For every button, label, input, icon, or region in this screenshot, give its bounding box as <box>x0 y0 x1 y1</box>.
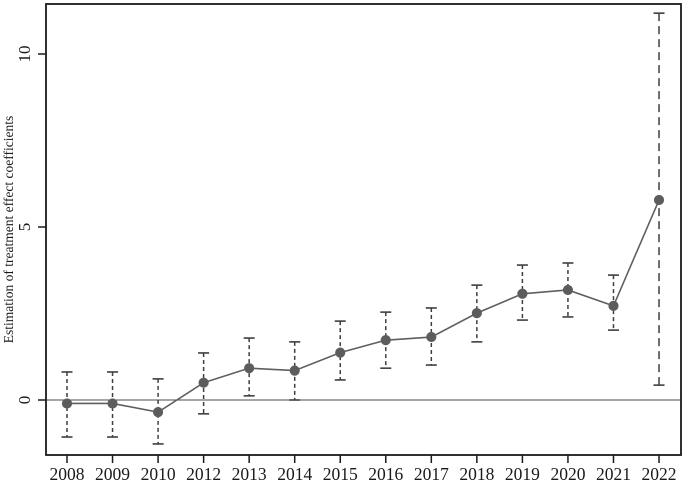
data-point-2014 <box>289 365 300 376</box>
plot-border <box>45 3 682 456</box>
data-point-2017 <box>426 331 437 343</box>
error-bar-2008 <box>61 371 73 438</box>
x-tick-label: 2019 <box>505 464 540 484</box>
x-tick-label: 2013 <box>232 464 267 484</box>
x-tick-label: 2016 <box>368 464 403 484</box>
data-point-2022 <box>653 194 665 206</box>
data-point-2009 <box>107 398 118 409</box>
x-tick-label: 2010 <box>141 464 176 484</box>
data-point-2015 <box>335 347 346 358</box>
error-bar-2020 <box>562 262 574 318</box>
data-point-2016 <box>380 335 391 346</box>
x-tick-label: 2020 <box>550 464 585 484</box>
series-line <box>67 199 660 413</box>
data-point-2021 <box>608 300 619 311</box>
data-point-2013 <box>244 363 255 374</box>
data-point-2018 <box>471 308 482 319</box>
error-bar-2010 <box>152 378 164 445</box>
data-point-2020 <box>562 284 574 296</box>
error-bar-2021 <box>607 274 619 331</box>
data-point-2019 <box>517 288 528 299</box>
data-point-2010 <box>152 407 164 418</box>
x-tick-label: 2009 <box>95 464 130 484</box>
x-tick-label: 2012 <box>186 464 221 484</box>
x-tick-label: 2014 <box>277 464 312 484</box>
x-tick-label: 2018 <box>459 464 494 484</box>
x-tick-label: 2008 <box>50 464 85 484</box>
y-tick-label: 5 <box>15 223 34 232</box>
error-bar-2009 <box>107 371 119 438</box>
x-tick-label: 2021 <box>596 464 631 484</box>
x-tick-label: 2017 <box>414 464 449 484</box>
y-tick-label: 0 <box>15 396 34 405</box>
x-tick-label: 2015 <box>323 464 358 484</box>
y-tick-label: 10 <box>15 46 34 63</box>
data-point-2012 <box>198 377 209 388</box>
error-bar-2019 <box>516 264 528 321</box>
data-point-2008 <box>61 398 73 409</box>
y-axis-title: Estimation of treatment effect coefficie… <box>1 116 16 343</box>
x-tick-label: 2022 <box>642 464 677 484</box>
